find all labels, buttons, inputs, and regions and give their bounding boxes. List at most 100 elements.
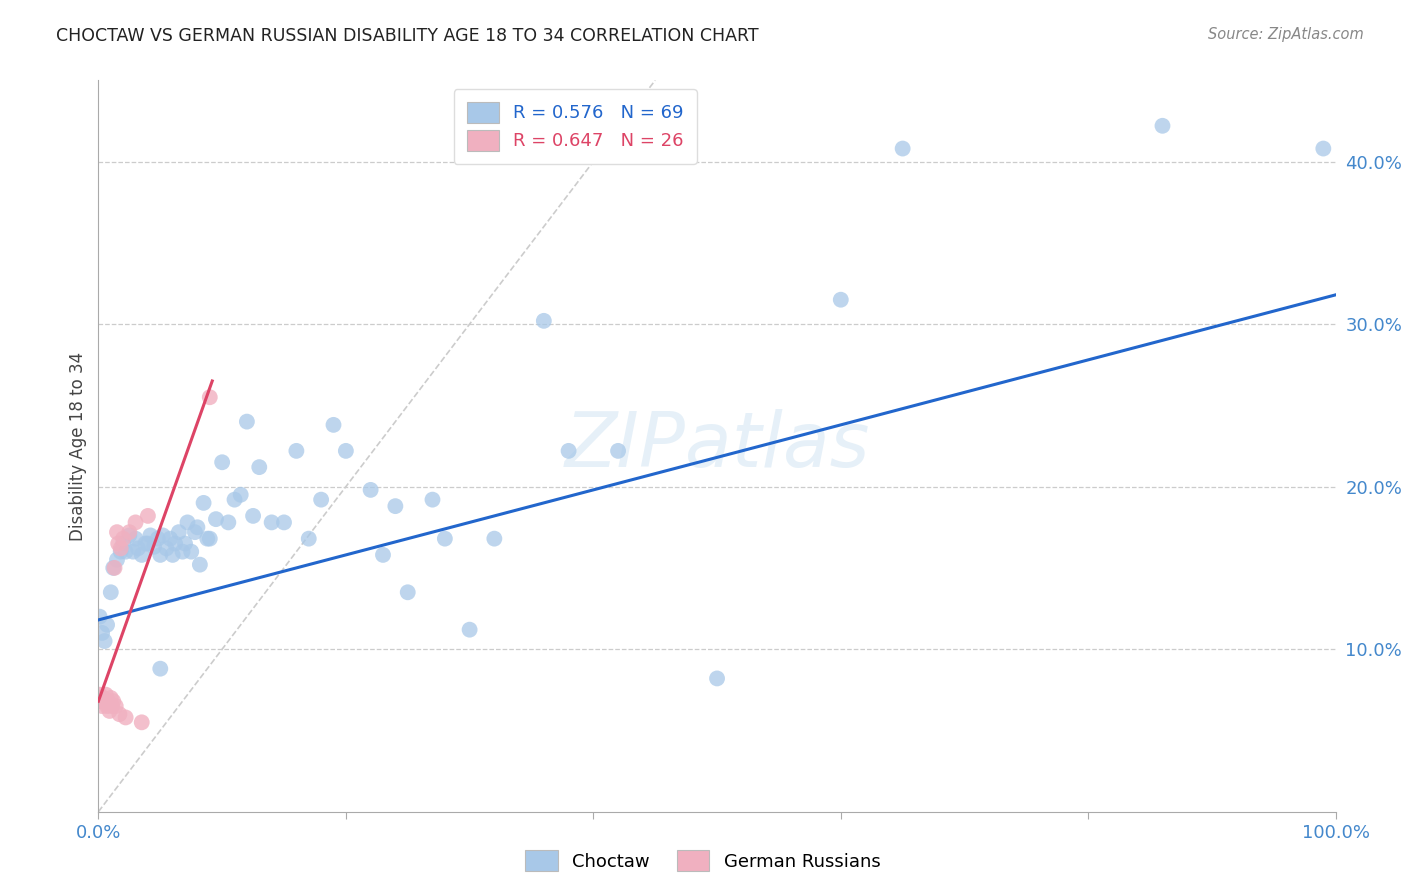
Point (127, 541, 149, 556)
Point (335, 443, 357, 458)
Point (110, 544, 132, 558)
Point (100, 690, 122, 705)
Point (134, 536, 156, 550)
Point (242, 508, 264, 523)
Point (260, 516, 283, 530)
Point (131, 548, 153, 562)
Point (162, 548, 184, 562)
Text: Source: ZipAtlas.com: Source: ZipAtlas.com (1208, 27, 1364, 42)
Point (93, 690, 115, 705)
Point (186, 520, 208, 534)
Point (557, 443, 579, 458)
Point (193, 496, 215, 510)
Point (298, 532, 321, 546)
Point (205, 512, 228, 526)
Point (396, 585, 419, 599)
Point (891, 142, 914, 156)
Point (188, 558, 211, 572)
Point (103, 561, 125, 575)
Point (98, 704, 121, 718)
Point (146, 532, 169, 546)
Point (93, 694, 115, 708)
Point (180, 544, 202, 558)
Point (706, 672, 728, 686)
Point (101, 699, 124, 714)
Point (433, 532, 456, 546)
Point (112, 532, 135, 546)
Point (89, 688, 111, 702)
Point (176, 516, 198, 530)
Point (124, 516, 146, 530)
Point (100, 585, 122, 599)
Point (165, 536, 187, 550)
Point (90, 694, 112, 708)
Point (155, 541, 177, 556)
Point (1312, 142, 1334, 156)
Point (105, 525, 128, 540)
Point (93, 634, 115, 648)
Point (114, 710, 136, 724)
Point (96, 699, 118, 714)
Point (195, 532, 218, 546)
Point (103, 561, 125, 575)
Point (360, 483, 382, 497)
Point (112, 536, 135, 550)
Point (149, 548, 172, 562)
Point (104, 699, 127, 714)
Point (247, 460, 270, 475)
Text: ZIPatlas: ZIPatlas (564, 409, 870, 483)
Point (371, 548, 394, 562)
Point (103, 694, 125, 708)
Point (96, 617, 118, 632)
Point (118, 528, 141, 542)
Point (110, 541, 132, 556)
Point (184, 525, 207, 540)
Point (384, 499, 406, 513)
Point (97, 694, 120, 708)
Point (607, 443, 630, 458)
Point (139, 528, 162, 542)
Point (167, 525, 190, 540)
Point (107, 536, 129, 550)
Point (108, 707, 131, 722)
Point (322, 417, 344, 432)
Legend: R = 0.576   N = 69, R = 0.647   N = 26: R = 0.576 N = 69, R = 0.647 N = 26 (454, 89, 696, 163)
Point (87, 694, 110, 708)
Point (309, 492, 332, 507)
Point (94, 688, 117, 702)
Point (122, 544, 145, 558)
Point (172, 544, 194, 558)
Y-axis label: Disability Age 18 to 34: Disability Age 18 to 34 (69, 351, 87, 541)
Legend: Choctaw, German Russians: Choctaw, German Russians (517, 843, 889, 879)
Point (136, 536, 159, 550)
Point (198, 390, 221, 404)
Point (91, 699, 114, 714)
Point (285, 443, 308, 458)
Point (198, 532, 221, 546)
Point (1152, 119, 1174, 133)
Point (89, 609, 111, 624)
Point (136, 508, 159, 523)
Point (118, 525, 141, 540)
Point (131, 715, 153, 730)
Point (124, 532, 146, 546)
Point (159, 532, 181, 546)
Point (484, 532, 506, 546)
Point (273, 516, 295, 530)
Point (174, 536, 197, 550)
Point (149, 662, 172, 676)
Point (533, 314, 555, 328)
Point (217, 516, 239, 530)
Point (224, 492, 246, 507)
Point (458, 623, 481, 637)
Point (91, 626, 114, 640)
Point (143, 540, 166, 554)
Text: CHOCTAW VS GERMAN RUSSIAN DISABILITY AGE 18 TO 34 CORRELATION CHART: CHOCTAW VS GERMAN RUSSIAN DISABILITY AGE… (56, 27, 759, 45)
Point (422, 492, 444, 507)
Point (211, 455, 233, 469)
Point (105, 553, 128, 567)
Point (830, 293, 852, 307)
Point (229, 488, 252, 502)
Point (114, 544, 136, 558)
Point (236, 415, 259, 429)
